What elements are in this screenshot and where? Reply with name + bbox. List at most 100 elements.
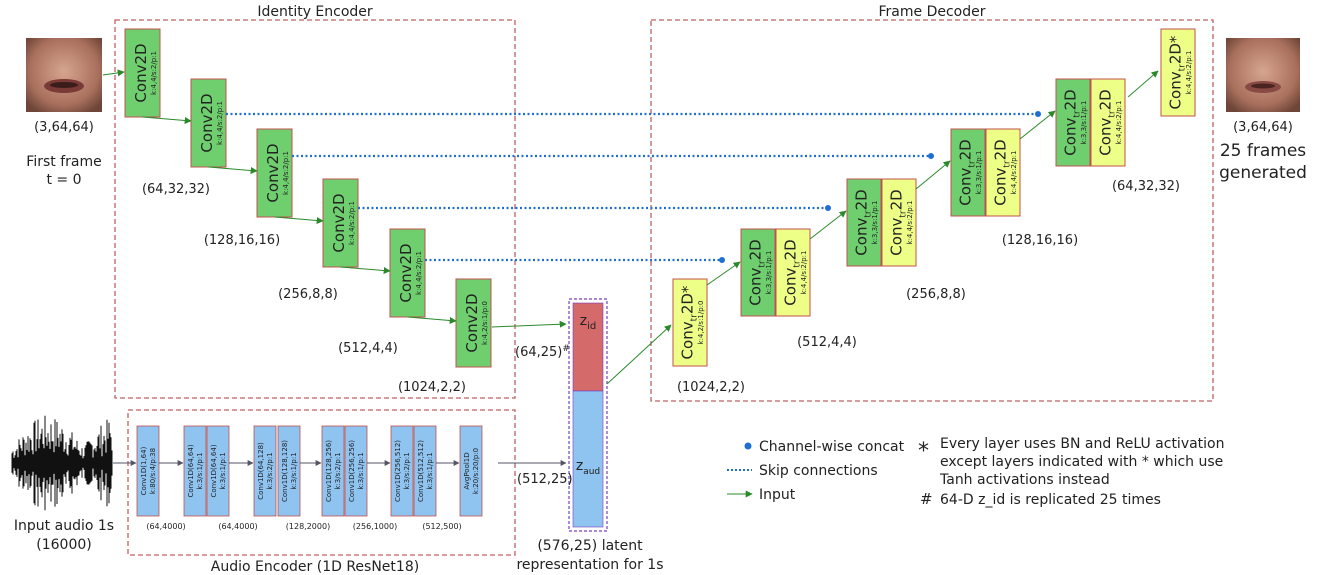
decoder-layer-suffix: 2D: [992, 139, 1010, 160]
decoder-layer-sub: tr: [1003, 160, 1013, 168]
decoder-layer-suffix: 2D: [747, 239, 765, 260]
svg-text:Convtr2D: Convtr2D: [1062, 89, 1083, 155]
encoder-dim-3: (256,8,8): [278, 287, 338, 302]
note-hash: 64-D z_id is replicated 25 times: [940, 492, 1161, 508]
decoder-dim-4: (128,16,16): [1002, 233, 1078, 248]
audio-encoder-box: [127, 409, 516, 556]
decoder-layer-sub: tr: [793, 260, 803, 268]
zid-mark: #: [562, 344, 570, 354]
legend-concat: Channel-wise concat: [759, 439, 905, 455]
audio-block-10: AvgPool1D k:20/s:20/p:0: [459, 425, 483, 517]
audio-block-text: k:3/s:2/p:1: [266, 452, 274, 489]
audio-block-text: Conv1D(512,512): [417, 440, 425, 502]
frame-decoder-title: Frame Decoder: [879, 4, 986, 20]
decoder-layer-suffix: 2D*: [679, 285, 697, 314]
audio-block-text: AvgPool1D: [463, 452, 471, 489]
audio-block-5: Conv1D(128,128) k:3/s:1/p:1: [277, 425, 301, 517]
decoder-layer-params: k:4,4/s:2/p:1: [1185, 51, 1193, 95]
svg-text:Convtr2D*: Convtr2D*: [679, 285, 700, 359]
audio-waveform: [11, 415, 113, 511]
input-audio-caption-1: Input audio 1s: [14, 518, 114, 534]
zaud-subscript: aud: [583, 467, 600, 477]
decoder-layer-sub: tr: [758, 260, 768, 268]
decoder-layer-sub: tr: [864, 210, 874, 218]
encoder-arrow: [340, 266, 391, 274]
encoder-dim-1: (64,32,32): [142, 182, 210, 197]
audio-block-text: Conv1D(256,256): [348, 440, 356, 502]
decoder-layer-sub: tr: [1178, 64, 1188, 72]
decoder-arrow: [915, 160, 951, 190]
latent-caption-2: representation for 1s: [516, 557, 663, 573]
encoder-layer-name: Conv2D: [198, 93, 216, 152]
decoder-layer-name: Conv: [1062, 118, 1080, 156]
decoder-layer-name: Conv: [957, 168, 975, 206]
decoder-layer-suffix: 2D: [782, 239, 800, 260]
svg-text:zid: zid: [580, 313, 597, 332]
audio-encoder-layers: Conv1D(1,64) k:80/s:4/p:38 Conv1D(64,64) k:…: [113, 425, 483, 531]
encoder-layer-name: Conv2D: [397, 243, 415, 302]
encoder-layer-name: Conv2D: [264, 143, 282, 202]
decoder-dim-5: (64,32,32): [1112, 179, 1180, 194]
svg-text:Convtr2D*: Convtr2D*: [1167, 35, 1188, 109]
frame-decoder-box: [650, 19, 1214, 402]
output-caption-1: 25 frames: [1220, 141, 1306, 161]
concat-dot-3: [825, 205, 831, 211]
decoder-arrow: [1019, 110, 1056, 140]
zid-dim: (64,25): [515, 345, 562, 360]
decoder-layer-sub: tr: [1108, 110, 1118, 118]
svg-text:zaud: zaud: [576, 458, 600, 477]
svg-text:Convtr2D: Convtr2D: [853, 189, 874, 255]
decoder-layer-name: Conv: [782, 268, 800, 306]
latent-vector: zid zaud: [568, 298, 608, 532]
audio-block-text: k:3/s:1/p:1: [196, 452, 204, 489]
audio-dim-2: (64,4000): [218, 522, 257, 531]
concat-dot-icon: [744, 442, 752, 450]
audio-block-text: k:3/s:1/p:1: [357, 452, 365, 489]
audio-encoder-title: Audio Encoder (1D ResNet18): [211, 559, 419, 575]
audio-dim-4: (256,1000): [353, 522, 397, 531]
audio-block-1: Conv1D(1,64) k:80/s:4/p:38: [136, 425, 160, 517]
encoder-arrow: [274, 216, 324, 224]
svg-text:Convtr2D: Convtr2D: [957, 139, 978, 205]
concat-dot-1: [1035, 111, 1041, 117]
zid-label: z: [580, 313, 587, 329]
svg-text:Convtr2D: Convtr2D: [782, 239, 803, 305]
decoder-layer-suffix: 2D: [957, 139, 975, 160]
decoder-layer-suffix: 2D: [888, 189, 906, 210]
audio-block-text: k:3/s:2/p:1: [334, 452, 342, 489]
decoder-arrow: [809, 210, 847, 240]
svg-text:Convtr2D: Convtr2D: [888, 189, 909, 255]
input-face-image: [26, 38, 102, 112]
decoder-layer-suffix: 2D: [1062, 89, 1080, 110]
audio-block-9: Conv1D(512,512) k:3/s:1/p:1: [413, 425, 437, 517]
encoder-layer-4: Conv2D k:4,4/s:2/p:1: [322, 178, 359, 268]
audio-block-text: Conv1D(1,64): [140, 446, 148, 495]
decoder-layer-name: Conv: [992, 168, 1010, 206]
decoder-layer-params: k:4,4/s:2/p:1: [1115, 101, 1123, 145]
audio-block-7: Conv1D(256,256) k:3/s:1/p:1: [344, 425, 368, 517]
audio-block-2: Conv1D(64,64) k:3/s:1/p:1: [183, 425, 207, 517]
encoder-layer-2: Conv2D k:4,4/s:2/p:1: [190, 78, 227, 168]
encoder-layer-params: k:4,4/s:2/p:1: [415, 251, 423, 295]
audio-block-text: Conv1D(128,256): [325, 440, 333, 502]
decoder-layer-suffix: 2D: [853, 189, 871, 210]
decoder-layer-sub: tr: [968, 160, 978, 168]
audio-block-text: k:3/s:1/p:1: [290, 452, 298, 489]
decoder-layer-sub: tr: [690, 314, 700, 322]
decoder-dim-2: (512,4,4): [797, 335, 857, 350]
zid-subscript: id: [587, 321, 596, 332]
concat-dot-4: [719, 257, 725, 263]
waveform-path: [11, 415, 113, 511]
zaud-label: z: [576, 458, 583, 474]
audio-block-3: Conv1D(64,64) k:3/s:1/p:1: [206, 425, 230, 517]
decoder-layer-name: Conv: [1097, 118, 1115, 156]
decoder-layer-params: k:4,4/s:2/p:1: [906, 201, 914, 245]
decoder-arrow: [706, 261, 741, 286]
note-star-1: Every layer uses BN and ReLU activation: [940, 436, 1225, 452]
concat-dot-2: [928, 153, 934, 159]
audio-block-text: k:3/s:1/p:1: [426, 452, 434, 489]
